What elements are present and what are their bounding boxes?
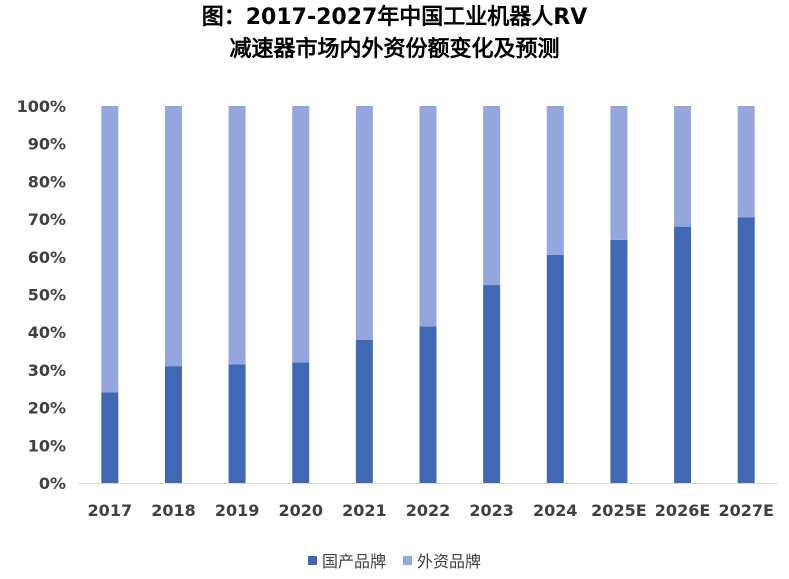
x-tick-label: 2025E (591, 501, 646, 520)
y-tick-label: 40% (28, 323, 66, 342)
y-tick-label: 20% (28, 399, 66, 418)
y-tick-label: 70% (28, 210, 66, 229)
x-tick-label: 2023 (469, 501, 514, 520)
bar-domestic-2026E (674, 226, 692, 483)
bar-foreign-2024 (546, 106, 564, 255)
bar-foreign-2021 (355, 106, 373, 340)
legend-item-foreign: 外资品牌 (403, 548, 481, 572)
y-tick-label: 10% (28, 436, 66, 455)
y-tick-label: 60% (28, 248, 66, 267)
y-tick-label: 90% (28, 135, 66, 154)
bar-foreign-2022 (419, 106, 437, 327)
chart-title-line2: 减速器市场内外资份额变化及预测 (229, 37, 560, 62)
chart-title-line1: 图：2017-2027年中国工业机器人RV (201, 5, 588, 30)
legend-label-domestic: 国产品牌 (321, 552, 386, 571)
bar-domestic-2025E (610, 239, 628, 483)
bar-domestic-2020 (292, 362, 310, 483)
x-tick-label: 2027E (718, 501, 773, 520)
bar-foreign-2018 (164, 106, 182, 367)
y-tick-label: 0% (39, 474, 66, 493)
legend-item-domestic: 国产品牌 (307, 548, 386, 572)
x-tick-label: 2017 (88, 501, 133, 520)
x-tick-label: 2026E (655, 501, 710, 520)
bar-foreign-2025E (610, 106, 628, 240)
bar-domestic-2018 (164, 366, 182, 483)
bar-domestic-2024 (546, 254, 564, 483)
bar-domestic-2023 (483, 285, 501, 483)
bar-domestic-2017 (101, 392, 119, 483)
x-tick-label: 2018 (151, 501, 196, 520)
x-tick-label: 2020 (278, 501, 323, 520)
x-tick-label: 2024 (533, 501, 578, 520)
bar-foreign-2020 (292, 106, 310, 363)
bar-foreign-2027E (737, 106, 755, 218)
bar-foreign-2026E (674, 106, 692, 227)
bar-domestic-2027E (737, 217, 755, 483)
legend-label-foreign: 外资品牌 (417, 552, 482, 571)
bar-domestic-2019 (228, 364, 246, 483)
y-tick-label: 30% (28, 361, 66, 380)
bar-foreign-2017 (101, 106, 119, 393)
y-tick-label: 80% (28, 172, 66, 191)
y-tick-label: 100% (17, 97, 66, 116)
x-tick-label: 2022 (406, 501, 451, 520)
x-tick-label: 2019 (215, 501, 260, 520)
legend-swatch-domestic (307, 555, 317, 565)
x-tick-label: 2021 (342, 501, 387, 520)
legend: 国产品牌 外资品牌 (0, 548, 789, 572)
bar-domestic-2022 (419, 326, 437, 483)
y-tick-label: 50% (28, 286, 66, 305)
bar-domestic-2021 (355, 339, 373, 483)
bar-foreign-2019 (228, 106, 246, 365)
legend-swatch-foreign (403, 555, 413, 565)
bar-foreign-2023 (483, 106, 501, 286)
